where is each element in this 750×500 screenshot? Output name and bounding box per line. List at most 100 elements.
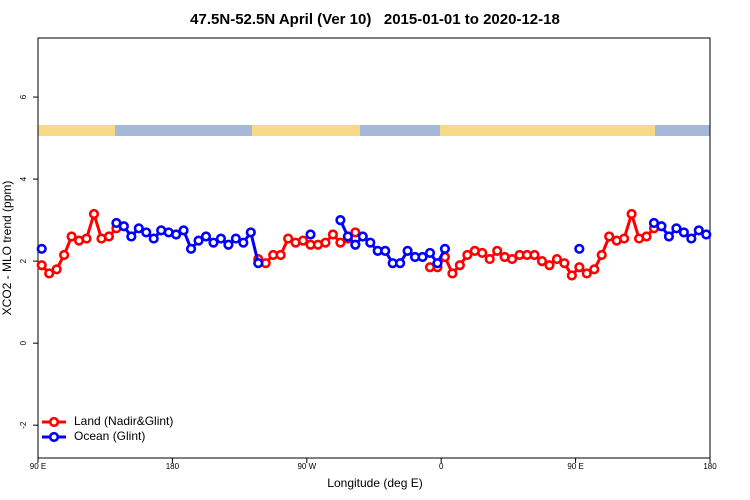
point: [185, 243, 197, 254]
y-tick-label: 4: [19, 176, 28, 181]
y-axis-label: XCO2 - MLO trend (ppm): [0, 181, 14, 316]
point: [305, 229, 316, 240]
point: [447, 268, 458, 279]
point: [81, 233, 92, 244]
point: [335, 237, 346, 248]
ocean-segment: [360, 125, 440, 136]
point: [626, 208, 637, 220]
land-segment: [440, 125, 655, 136]
point: [350, 227, 361, 238]
point: [663, 231, 675, 242]
legend-label: Land (Nadir&Glint): [74, 414, 173, 428]
point: [208, 237, 219, 248]
point: [656, 221, 667, 232]
point: [536, 256, 548, 267]
point: [36, 243, 47, 254]
point: [604, 231, 615, 242]
point: [402, 245, 413, 256]
point: [253, 258, 264, 269]
point: [327, 229, 339, 240]
point: [297, 235, 309, 246]
point: [589, 264, 600, 275]
point: [365, 237, 376, 248]
x-tick-label: 0: [439, 462, 444, 471]
point: [551, 253, 563, 265]
point: [439, 243, 451, 254]
point: [215, 233, 227, 244]
point: [559, 258, 570, 269]
point: [200, 231, 212, 242]
x-tick-label: 90 E: [30, 462, 46, 471]
x-tick-label: 90 W: [297, 462, 316, 471]
y-tick-label: 6: [19, 94, 28, 99]
point: [342, 231, 353, 242]
point: [103, 231, 115, 242]
point: [686, 233, 697, 244]
point: [133, 223, 144, 234]
point: [51, 264, 62, 275]
point: [178, 225, 189, 236]
x-tick-label: 90 E: [567, 462, 583, 471]
point: [395, 258, 406, 269]
point: [544, 260, 555, 271]
legend-marker: [48, 431, 60, 443]
point: [574, 243, 585, 254]
point: [350, 239, 361, 250]
y-tick-label: -2: [19, 421, 28, 429]
point: [484, 253, 495, 265]
point: [454, 260, 465, 271]
point: [59, 249, 70, 261]
point: [357, 231, 368, 242]
point: [619, 233, 630, 244]
legend-marker: [48, 416, 60, 428]
point: [148, 233, 159, 244]
y-tick-label: 0: [19, 340, 28, 345]
point: [126, 231, 137, 242]
point: [701, 229, 712, 240]
point: [44, 268, 55, 279]
ocean-segment: [655, 125, 710, 136]
legend-label: Ocean (Glint): [74, 429, 145, 443]
point: [671, 223, 682, 234]
point: [275, 249, 286, 261]
surface-strip: [38, 125, 710, 136]
x-axis-label: Longitude (deg E): [327, 476, 422, 490]
point: [417, 251, 428, 263]
ocean-segment: [115, 125, 252, 136]
point: [566, 270, 577, 281]
point: [141, 227, 152, 238]
x-tick-label: 180: [166, 462, 180, 471]
y-tick-label: 2: [19, 258, 28, 263]
point: [171, 229, 182, 240]
point: [36, 260, 47, 271]
land-segment: [252, 125, 360, 136]
chart-title: 47.5N-52.5N April (Ver 10) 2015-01-01 to…: [190, 11, 560, 28]
point: [223, 239, 234, 250]
point: [118, 221, 129, 232]
point: [335, 215, 346, 226]
point: [230, 233, 241, 244]
point: [492, 245, 503, 256]
point: [574, 262, 585, 273]
point: [193, 235, 204, 246]
point: [641, 231, 652, 242]
point: [693, 225, 704, 236]
point: [66, 231, 77, 242]
point: [424, 247, 436, 259]
point: [380, 245, 391, 256]
point: [238, 237, 249, 248]
point: [88, 208, 100, 220]
point: [507, 253, 518, 265]
point: [581, 268, 592, 279]
point: [283, 233, 294, 244]
point: [529, 249, 540, 261]
x-tick-label: 180: [703, 462, 717, 471]
point: [432, 258, 443, 269]
point: [320, 237, 331, 248]
point: [678, 227, 689, 238]
point: [245, 227, 256, 238]
point: [477, 247, 488, 259]
land-segment: [38, 125, 115, 136]
